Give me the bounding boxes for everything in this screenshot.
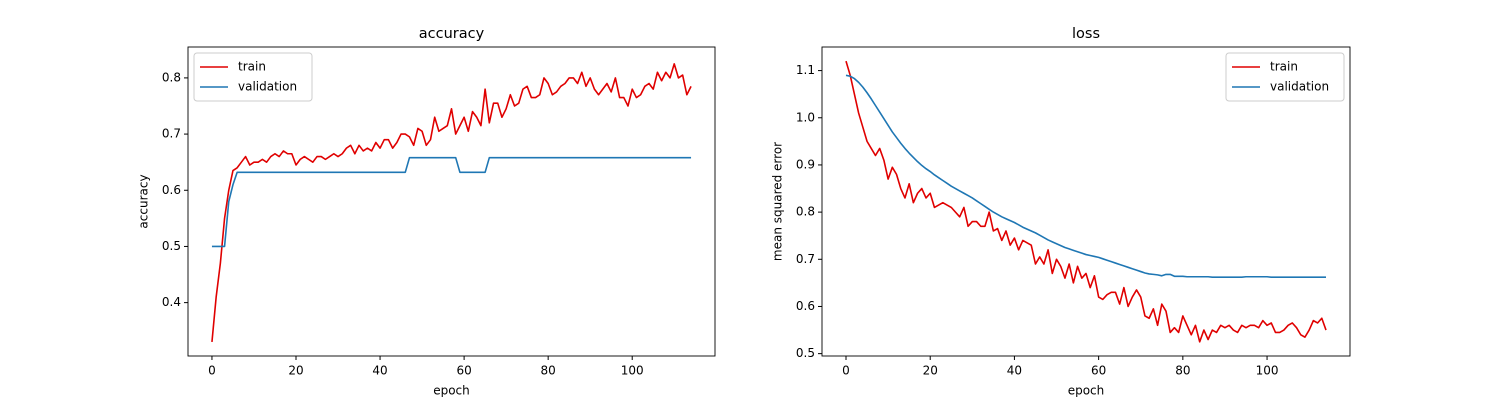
legend-label: validation — [238, 80, 297, 94]
x-tick-label: 20 — [923, 364, 938, 378]
x-axis-label: epoch — [1068, 384, 1105, 398]
y-tick-label: 0.8 — [796, 205, 815, 219]
legend-label: train — [238, 60, 266, 74]
legend-label: validation — [1270, 80, 1329, 94]
y-tick-label: 0.6 — [162, 183, 181, 197]
y-tick-label: 0.4 — [162, 295, 181, 309]
y-tick-label: 1.1 — [796, 63, 815, 77]
legend-frame — [193, 52, 313, 102]
x-tick-label: 0 — [208, 364, 216, 378]
legend: train validation — [1225, 52, 1345, 102]
x-tick-label: 100 — [621, 364, 644, 378]
axes-frame — [821, 46, 1351, 357]
legend-frame — [1225, 52, 1345, 102]
x-tick-label: 60 — [1091, 364, 1106, 378]
x-tick-label: 40 — [1007, 364, 1022, 378]
y-tick-label: 0.6 — [796, 299, 815, 313]
series-line — [211, 156, 692, 248]
x-tick-label: 20 — [288, 364, 303, 378]
y-tick-label: 0.5 — [796, 346, 815, 360]
x-tick-label: 100 — [1256, 364, 1279, 378]
x-tick-label: 80 — [541, 364, 556, 378]
series-line — [845, 60, 1327, 343]
y-tick-label: 0.8 — [162, 70, 181, 84]
subplot: loss epoch mean squared error 0 20 40 60 80 100 0… — [771, 26, 1351, 398]
y-tick-label: 0.7 — [162, 127, 181, 141]
series-line — [211, 63, 692, 343]
x-tick-label: 40 — [372, 364, 387, 378]
axes-frame — [187, 46, 716, 357]
y-axis-label: accuracy — [137, 174, 151, 228]
y-axis-label: mean squared error — [771, 142, 785, 261]
y-tick-label: 0.9 — [796, 157, 815, 171]
legend: train validation — [193, 52, 313, 102]
x-axis-label: epoch — [433, 384, 470, 398]
y-tick-label: 0.7 — [796, 252, 815, 266]
chart-title: loss — [1072, 26, 1100, 42]
x-tick-label: 0 — [842, 364, 850, 378]
y-tick-label: 1.0 — [796, 110, 815, 124]
x-tick-label: 80 — [1175, 364, 1190, 378]
series-line — [845, 74, 1326, 279]
x-tick-label: 60 — [456, 364, 471, 378]
subplot: accuracy epoch accuracy 0 20 40 60 80 100 0.4 0.5 0… — [137, 26, 716, 398]
chart-title: accuracy — [419, 26, 485, 42]
y-tick-label: 0.5 — [162, 239, 181, 253]
legend-label: train — [1270, 60, 1298, 74]
